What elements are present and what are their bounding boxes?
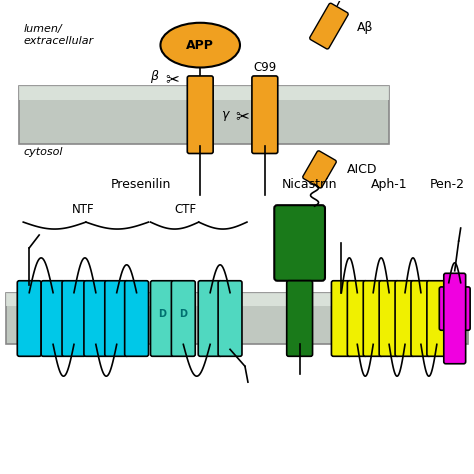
FancyBboxPatch shape [17, 281, 41, 356]
FancyBboxPatch shape [252, 76, 278, 154]
Text: lumen/
extracellular: lumen/ extracellular [23, 24, 93, 46]
FancyBboxPatch shape [41, 281, 65, 356]
Text: γ: γ [221, 108, 228, 121]
FancyBboxPatch shape [187, 76, 213, 154]
Text: ✂: ✂ [165, 70, 179, 88]
Text: CTF: CTF [174, 203, 196, 216]
Text: AICD: AICD [347, 163, 378, 176]
Text: Pen-2: Pen-2 [429, 178, 464, 191]
FancyBboxPatch shape [218, 281, 242, 356]
Bar [6, 292, 468, 345]
Text: Nicastrin: Nicastrin [282, 178, 337, 191]
Bar [19, 86, 389, 100]
Text: D: D [158, 309, 166, 319]
Text: NTF: NTF [72, 203, 94, 216]
Text: APP: APP [186, 39, 214, 52]
FancyBboxPatch shape [451, 287, 470, 330]
FancyBboxPatch shape [151, 281, 174, 356]
FancyBboxPatch shape [427, 281, 447, 356]
FancyBboxPatch shape [125, 281, 148, 356]
FancyBboxPatch shape [331, 281, 351, 356]
FancyBboxPatch shape [303, 151, 337, 188]
FancyBboxPatch shape [439, 287, 458, 330]
Text: Presenilin: Presenilin [110, 178, 171, 191]
Text: ✂: ✂ [235, 108, 249, 126]
FancyBboxPatch shape [84, 281, 108, 356]
Bar [6, 292, 468, 306]
FancyBboxPatch shape [172, 281, 195, 356]
Text: Aβ: Aβ [357, 21, 374, 34]
Text: β: β [150, 71, 158, 83]
FancyBboxPatch shape [395, 281, 415, 356]
FancyBboxPatch shape [444, 273, 465, 364]
FancyBboxPatch shape [62, 281, 86, 356]
FancyBboxPatch shape [274, 205, 325, 281]
Bar [19, 86, 389, 144]
FancyBboxPatch shape [310, 3, 348, 49]
Text: C99: C99 [253, 61, 276, 74]
Text: D: D [179, 309, 187, 319]
Text: cytosol: cytosol [23, 147, 63, 157]
Ellipse shape [161, 23, 240, 67]
FancyBboxPatch shape [411, 281, 431, 356]
FancyBboxPatch shape [198, 281, 222, 356]
FancyBboxPatch shape [347, 281, 367, 356]
FancyBboxPatch shape [363, 281, 383, 356]
FancyBboxPatch shape [379, 281, 399, 356]
FancyBboxPatch shape [105, 281, 128, 356]
FancyBboxPatch shape [287, 281, 312, 356]
Text: Aph-1: Aph-1 [371, 178, 408, 191]
